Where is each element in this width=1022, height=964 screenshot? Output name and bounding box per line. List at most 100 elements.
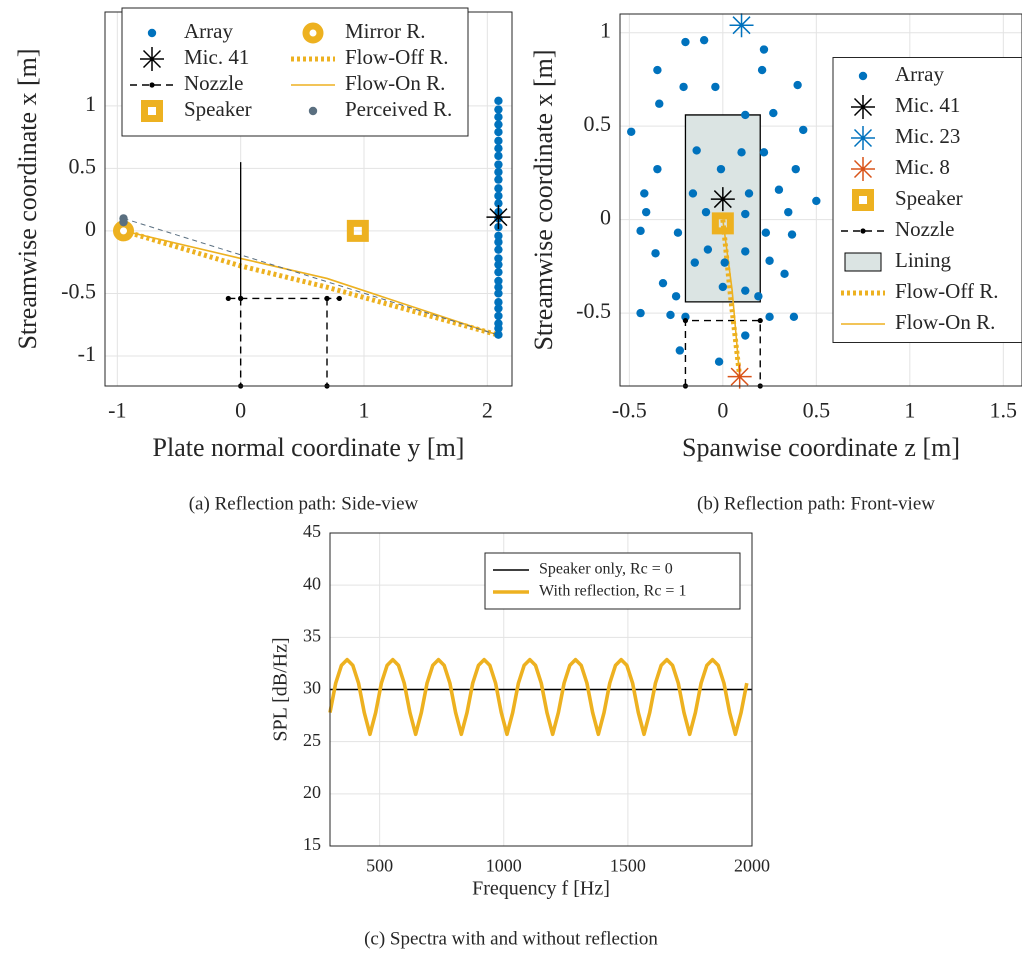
marker — [494, 120, 503, 129]
marker — [494, 167, 503, 177]
y-tick-label: 40 — [303, 573, 321, 593]
y-tick-label: 0 — [85, 216, 96, 241]
marker — [494, 267, 503, 277]
marker — [744, 189, 754, 198]
marker — [701, 207, 711, 217]
x-tick-label: 500 — [366, 856, 393, 876]
marker — [784, 207, 793, 217]
legend-marker — [860, 228, 866, 234]
marker — [774, 185, 784, 194]
marker — [780, 269, 789, 279]
x-axis-label: Frequency f [Hz] — [472, 878, 610, 900]
x-tick-label: -0.5 — [612, 397, 647, 422]
legend-marker — [302, 22, 324, 44]
series-line — [328, 657, 749, 737]
marker — [494, 330, 503, 339]
series-line — [123, 217, 498, 336]
marker — [494, 304, 503, 313]
x-tick-label: 0 — [717, 397, 728, 422]
marker — [494, 311, 503, 321]
legend-label: Mic. 41 — [184, 45, 249, 69]
y-tick-label: 25 — [303, 730, 321, 750]
marker — [681, 312, 690, 322]
series-line — [722, 219, 741, 377]
marker — [737, 148, 746, 157]
marker — [675, 346, 685, 355]
marker — [757, 65, 767, 75]
marker — [692, 146, 701, 155]
caption: (c) Spectra with and without reflection — [364, 928, 658, 949]
legend-label: Mic. 8 — [895, 155, 950, 179]
x-axis-label: Spanwise coordinate z [m] — [682, 433, 960, 462]
marker — [494, 276, 503, 286]
marker — [769, 108, 778, 118]
marker — [711, 82, 720, 92]
x-tick-label: 1.5 — [990, 397, 1018, 422]
marker — [765, 256, 774, 265]
marker — [494, 151, 503, 161]
legend-label: With reflection, Rc = 1 — [539, 583, 686, 600]
y-tick-label: -0.5 — [61, 278, 96, 303]
marker — [225, 295, 231, 302]
y-tick-label: 45 — [303, 521, 321, 541]
marker — [757, 317, 763, 324]
legend-label: Nozzle — [184, 71, 243, 95]
marker — [494, 199, 503, 208]
series-line — [684, 319, 761, 386]
marker — [653, 164, 662, 174]
marker — [494, 282, 503, 292]
x-tick-label: 1000 — [486, 856, 522, 876]
legend-marker — [308, 106, 318, 116]
marker — [699, 35, 709, 45]
marker — [741, 331, 750, 340]
legend-label: Speaker — [895, 186, 963, 210]
legend-label: Perceived R. — [345, 97, 452, 121]
marker — [720, 258, 729, 267]
marker — [658, 278, 668, 288]
marker — [671, 292, 681, 301]
marker — [718, 282, 728, 292]
marker — [494, 160, 503, 169]
x-tick-label: 0 — [235, 397, 246, 422]
legend-box — [121, 7, 469, 137]
marker — [729, 13, 754, 38]
legend-label: Mirror R. — [345, 19, 426, 43]
x-tick-label: 1 — [359, 397, 370, 422]
legend-label: Mic. 23 — [895, 124, 960, 148]
marker — [486, 205, 511, 230]
legend-marker — [852, 189, 874, 211]
legend-marker — [147, 28, 157, 38]
x-tick-label: 2 — [482, 397, 493, 422]
marker — [754, 292, 763, 301]
y-tick-label: 35 — [303, 625, 321, 645]
marker — [673, 228, 683, 237]
legend-label: Flow-On R. — [345, 71, 445, 95]
caption: (a) Reflection path: Side-view — [189, 493, 419, 514]
marker — [324, 295, 330, 302]
marker — [119, 217, 128, 227]
marker — [336, 295, 342, 302]
legend-label: Lining — [895, 248, 951, 272]
marker — [494, 260, 503, 269]
marker — [799, 125, 808, 135]
y-tick-label: 30 — [303, 678, 321, 698]
marker — [716, 164, 726, 174]
legend-label: Speaker — [184, 97, 252, 121]
legend-label: Flow-On R. — [895, 310, 995, 334]
marker — [651, 249, 660, 258]
marker — [812, 196, 821, 206]
marker — [636, 308, 645, 318]
plot-frame — [619, 13, 1022, 387]
marker — [787, 230, 797, 239]
legend-label: Flow-Off R. — [345, 45, 448, 69]
caption: (b) Reflection path: Front-view — [697, 493, 935, 514]
marker — [494, 96, 503, 106]
legend-label: Speaker only, Rc = 0 — [539, 561, 673, 578]
legend-marker — [140, 47, 164, 71]
y-axis-label: Streamwise coordinate x [m] — [529, 49, 558, 350]
x-tick-label: 2000 — [734, 856, 770, 876]
marker — [494, 136, 503, 146]
marker — [679, 82, 688, 92]
legend-marker — [851, 157, 875, 181]
marker — [494, 237, 503, 247]
